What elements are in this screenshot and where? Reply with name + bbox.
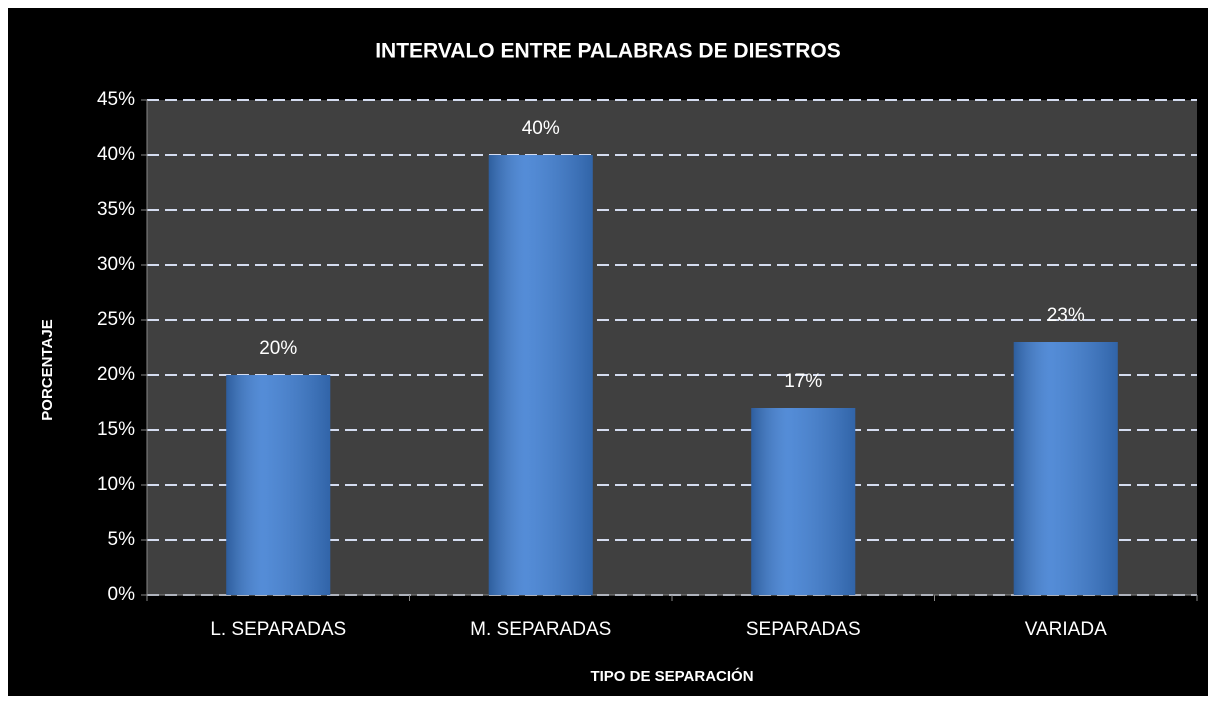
y-tick-label: 15% xyxy=(97,419,135,440)
y-tick-label: 5% xyxy=(108,529,136,550)
bar-shine xyxy=(751,408,856,595)
x-tick-label: L. SEPARADAS xyxy=(210,619,346,640)
x-axis-label: TIPO DE SEPARACIÓN xyxy=(590,667,753,685)
data-label: 20% xyxy=(259,338,297,359)
y-tick-label: 45% xyxy=(97,89,135,110)
chart-title: INTERVALO ENTRE PALABRAS DE DIESTROS xyxy=(375,40,841,63)
x-tick-label: SEPARADAS xyxy=(746,619,861,640)
y-tick-label: 25% xyxy=(97,309,135,330)
y-tick-label: 20% xyxy=(97,364,135,385)
x-tick-label: M. SEPARADAS xyxy=(470,619,611,640)
y-tick-label: 40% xyxy=(97,144,135,165)
bar-shine xyxy=(1013,342,1118,595)
data-label: 23% xyxy=(1047,305,1085,326)
y-tick-label: 30% xyxy=(97,254,135,275)
y-tick-label: 10% xyxy=(97,474,135,495)
data-label: 40% xyxy=(522,118,560,139)
y-axis-label: PORCENTAJE xyxy=(39,319,56,420)
bar-shine xyxy=(488,155,593,595)
y-tick-label: 35% xyxy=(97,199,135,220)
data-label: 17% xyxy=(784,371,822,392)
x-tick-label: VARIADA xyxy=(1025,619,1107,640)
y-tick-label: 0% xyxy=(108,584,136,605)
bar-shine xyxy=(226,375,331,595)
